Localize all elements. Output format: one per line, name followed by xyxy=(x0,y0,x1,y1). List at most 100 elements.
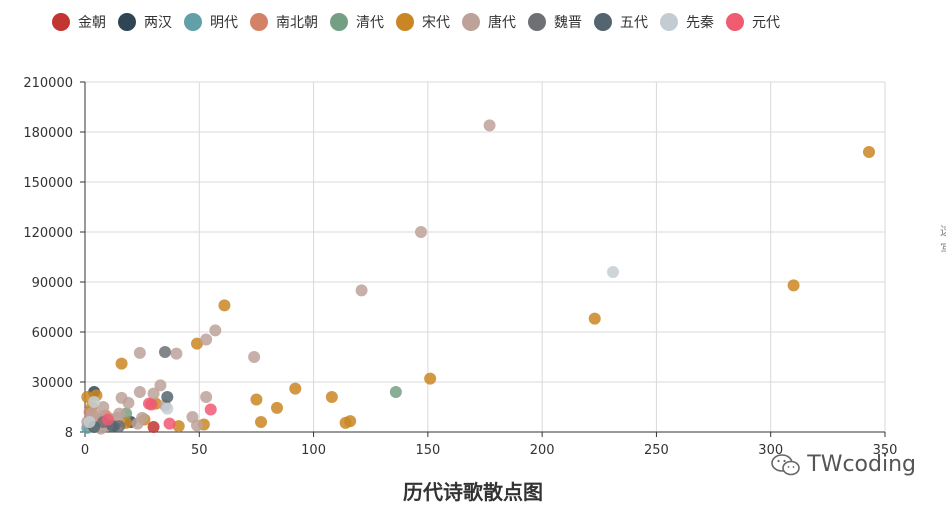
data-point xyxy=(255,416,267,429)
data-point xyxy=(863,146,875,159)
data-point xyxy=(88,396,101,409)
data-point xyxy=(218,299,231,312)
legend-item[interactable]: 两汉 xyxy=(118,12,172,32)
data-point xyxy=(200,391,213,404)
data-point xyxy=(122,396,135,409)
data-point xyxy=(424,372,437,385)
data-point xyxy=(170,347,183,360)
data-point xyxy=(191,419,203,432)
legend-label: 金朝 xyxy=(78,15,106,31)
legend-item[interactable]: 宋代 xyxy=(396,12,450,32)
x-tick-label: 100 xyxy=(301,443,326,458)
edge-text-line: 写 xyxy=(940,240,946,258)
legend-label: 先秦 xyxy=(686,15,714,31)
legend-label: 南北朝 xyxy=(276,15,318,31)
legend-marker-icon xyxy=(462,13,480,31)
edge-text: 这 写 xyxy=(940,222,946,258)
data-point xyxy=(147,387,160,400)
x-tick-label: 50 xyxy=(191,443,208,458)
data-point xyxy=(97,401,110,414)
legend-item[interactable]: 明代 xyxy=(184,12,238,32)
x-tick-label: 150 xyxy=(415,443,440,458)
data-point xyxy=(133,346,146,359)
watermark: TWcoding xyxy=(771,452,916,477)
data-point xyxy=(191,337,203,350)
y-tick-label: 180000 xyxy=(23,126,73,141)
legend-marker-icon xyxy=(528,13,546,31)
legend-item[interactable]: 魏晋 xyxy=(528,12,582,32)
chart-title: 历代诗歌散点图 xyxy=(403,480,543,504)
legend-item[interactable]: 先秦 xyxy=(660,12,714,32)
legend-item[interactable]: 元代 xyxy=(726,12,780,32)
data-point xyxy=(250,393,263,406)
data-point xyxy=(163,417,176,430)
data-point xyxy=(101,413,114,426)
legend-label: 两汉 xyxy=(144,15,172,31)
data-point xyxy=(161,402,174,415)
y-tick-label: 150000 xyxy=(23,176,73,191)
chart-legend: 金朝 两汉 明代 南北朝 清代 宋代 唐代 魏晋 五代 先秦 元代 xyxy=(52,10,792,34)
y-tick-label: 30000 xyxy=(32,376,73,391)
data-point xyxy=(325,391,338,404)
legend-marker-icon xyxy=(250,13,268,31)
data-point xyxy=(339,416,352,429)
legend-item[interactable]: 清代 xyxy=(330,12,384,32)
data-point xyxy=(133,386,146,399)
legend-label: 元代 xyxy=(752,15,780,31)
x-tick-label: 300 xyxy=(758,443,783,458)
data-point xyxy=(154,379,167,392)
edge-text-line: 这 xyxy=(940,222,946,240)
y-tick-label: 120000 xyxy=(23,226,73,241)
watermark-text: TWcoding xyxy=(807,452,916,477)
x-tick-label: 250 xyxy=(644,443,669,458)
y-tick-label: 8 xyxy=(65,426,73,441)
data-point xyxy=(172,420,185,433)
legend-item[interactable]: 南北朝 xyxy=(250,12,318,32)
legend-marker-icon xyxy=(52,13,70,31)
wechat-icon xyxy=(771,453,801,475)
data-point xyxy=(145,398,158,411)
legend-label: 明代 xyxy=(210,15,238,31)
data-point xyxy=(209,324,222,337)
data-point xyxy=(200,333,213,346)
legend-item[interactable]: 唐代 xyxy=(462,12,516,32)
data-point xyxy=(415,226,427,239)
data-point xyxy=(271,401,283,414)
data-point xyxy=(483,119,496,132)
legend-label: 宋代 xyxy=(422,15,450,31)
data-point xyxy=(115,357,128,370)
data-point xyxy=(607,266,619,279)
data-point xyxy=(159,346,171,359)
data-point xyxy=(83,416,96,429)
data-point xyxy=(204,403,217,416)
y-tick-label: 210000 xyxy=(23,76,73,91)
legend-marker-icon xyxy=(118,13,136,31)
x-tick-label: 200 xyxy=(530,443,555,458)
legend-item[interactable]: 五代 xyxy=(594,12,648,32)
legend-label: 唐代 xyxy=(488,15,516,31)
data-point xyxy=(389,386,402,399)
legend-marker-icon xyxy=(594,13,612,31)
legend-marker-icon xyxy=(330,13,348,31)
grid-lines xyxy=(85,81,886,432)
data-point xyxy=(248,351,261,364)
data-point xyxy=(289,382,302,395)
legend-marker-icon xyxy=(184,13,202,31)
data-point xyxy=(161,391,174,404)
legend-marker-icon xyxy=(726,13,744,31)
legend-label: 五代 xyxy=(620,15,648,31)
data-points xyxy=(81,119,875,435)
data-point xyxy=(85,406,98,419)
data-point xyxy=(355,284,368,297)
x-tick-label: 0 xyxy=(81,443,89,458)
legend-label: 魏晋 xyxy=(554,15,582,31)
legend-marker-icon xyxy=(660,13,678,31)
data-point xyxy=(787,279,800,292)
legend-item[interactable]: 金朝 xyxy=(52,12,106,32)
y-tick-label: 60000 xyxy=(32,326,73,341)
axes: 0 50 100 150 200 250 300 350 8 30000 60000 90000 120… xyxy=(23,76,897,458)
x-tick-label: 350 xyxy=(873,443,898,458)
legend-marker-icon xyxy=(396,13,414,31)
data-point xyxy=(131,417,144,430)
